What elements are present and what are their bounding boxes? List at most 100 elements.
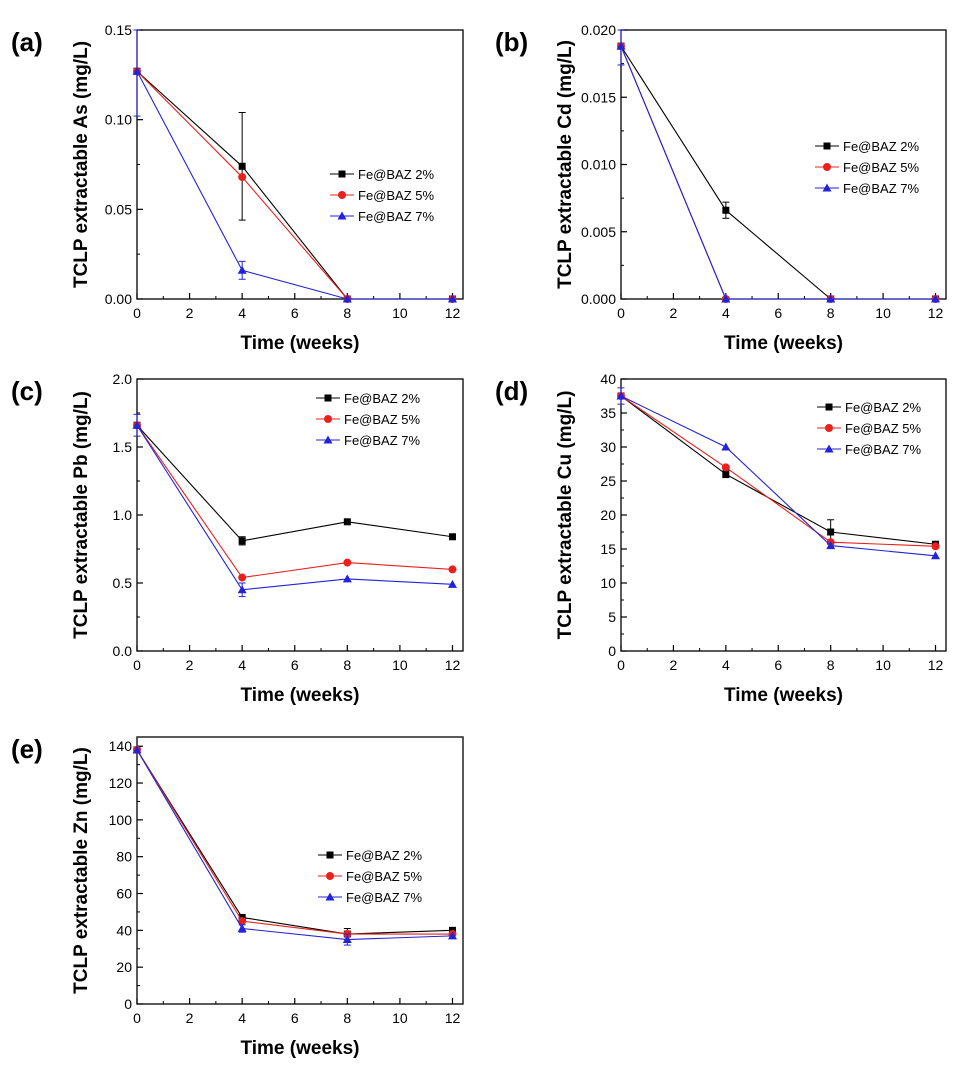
legend-marker [824, 444, 834, 453]
x-tick-label: 10 [392, 657, 408, 673]
chart-panel-2: 0 2 4 6 8 10 12 0.000 0.005 0.010 0.015 0.020 Time (… [495, 22, 947, 354]
legend-label: Fe@BAZ 5% [358, 188, 434, 203]
x-tick-label: 0 [617, 305, 625, 321]
legend-marker [324, 394, 332, 402]
legend-marker [326, 872, 334, 880]
data-point [238, 917, 247, 926]
x-axis-title: Time (weeks) [241, 1038, 360, 1059]
x-tick-label: 10 [875, 657, 891, 673]
data-point [447, 579, 457, 588]
x-tick-label: 6 [774, 305, 782, 321]
data-point [827, 528, 835, 536]
series-1 [617, 392, 940, 548]
series-3 [132, 745, 457, 946]
y-tick-label: 0.05 [105, 201, 132, 217]
data-point [343, 518, 351, 526]
legend-marker [324, 415, 332, 423]
y-tick-label: 5 [608, 609, 616, 625]
y-tick-label: 0.00 [105, 291, 132, 307]
data-point [238, 162, 246, 170]
data-point [721, 294, 731, 303]
data-point [343, 558, 352, 567]
x-tick-label: 4 [722, 305, 730, 321]
legend-label: Fe@BAZ 5% [344, 412, 420, 427]
x-tick-label: 2 [186, 1010, 194, 1026]
x-tick-label: 0 [133, 657, 141, 673]
data-point [616, 41, 626, 50]
x-tick-label: 0 [133, 1010, 141, 1026]
data-point [721, 463, 730, 472]
x-tick-label: 0 [133, 305, 141, 321]
y-tick-label: 10 [600, 575, 616, 591]
y-tick-label: 0.10 [105, 112, 132, 128]
plot-frame [136, 736, 464, 1005]
panel-label: (b) [495, 27, 528, 57]
legend-marker [338, 170, 346, 178]
x-tick-label: 8 [343, 1010, 351, 1026]
legend-label: Fe@BAZ 7% [845, 442, 921, 457]
x-tick-label: 12 [928, 305, 944, 321]
y-tick-label: 1.5 [113, 439, 133, 455]
y-tick-label: 1.0 [113, 507, 133, 523]
legend-marker [823, 163, 831, 171]
y-tick-label: 0.5 [113, 575, 133, 591]
series-line [136, 424, 453, 542]
series-line [620, 395, 936, 545]
y-tick-label: 0.15 [105, 22, 132, 38]
legend-marker [326, 851, 334, 859]
x-tick-label: 8 [343, 657, 351, 673]
data-point [722, 206, 730, 214]
legend-marker [337, 211, 347, 220]
x-tick-label: 6 [291, 657, 299, 673]
data-point [132, 745, 142, 754]
legend-label: Fe@BAZ 5% [346, 869, 422, 884]
data-point [931, 294, 941, 303]
data-point [238, 573, 247, 582]
legend: Fe@BAZ 2% Fe@BAZ 5% Fe@BAZ 7% [817, 400, 921, 457]
series-line [620, 395, 936, 547]
y-tick-label: 120 [109, 775, 133, 791]
y-tick-label: 25 [600, 473, 616, 489]
series-2 [617, 392, 940, 551]
legend: Fe@BAZ 2% Fe@BAZ 5% Fe@BAZ 7% [815, 139, 919, 196]
data-point [931, 551, 941, 560]
y-tick-label: 0 [124, 996, 132, 1012]
series-line [136, 70, 453, 300]
y-tick-label: 15 [600, 541, 616, 557]
chart-panel-4: 0 2 4 6 8 10 12 0 5 10 15 20 25 30 35 40 Time (weeks) TCL… [495, 371, 947, 706]
y-tick-label: 30 [600, 439, 616, 455]
series-line [136, 749, 453, 941]
series-3 [132, 29, 457, 303]
series-line [620, 45, 936, 300]
x-tick-label: 6 [291, 1010, 299, 1026]
legend-label: Fe@BAZ 7% [346, 890, 422, 905]
panel-label: (c) [11, 376, 43, 406]
x-tick-label: 12 [928, 657, 944, 673]
y-tick-label: 0.005 [581, 224, 616, 240]
legend-label: Fe@BAZ 5% [845, 421, 921, 436]
y-tick-label: 0.010 [581, 157, 616, 173]
series-line [136, 424, 453, 591]
x-tick-label: 12 [445, 1010, 461, 1026]
y-tick-label: 40 [600, 371, 616, 387]
y-tick-label: 20 [600, 507, 616, 523]
y-tick-label: 140 [109, 738, 133, 754]
y-tick-label: 100 [109, 812, 133, 828]
x-tick-label: 10 [875, 305, 891, 321]
panel-label: (e) [11, 734, 43, 764]
legend-label: Fe@BAZ 2% [843, 139, 919, 154]
legend-label: Fe@BAZ 2% [358, 167, 434, 182]
series-2 [133, 745, 457, 939]
y-axis-title: TCLP extractable Pb (mg/L) [71, 391, 92, 639]
data-point [342, 294, 352, 303]
x-tick-label: 0 [617, 657, 625, 673]
x-axis-title: Time (weeks) [724, 333, 843, 354]
data-point [447, 294, 457, 303]
series-3 [616, 387, 941, 560]
data-point [238, 537, 246, 545]
data-point [447, 931, 457, 940]
series-line [136, 424, 453, 579]
data-point [238, 173, 247, 182]
series-3 [132, 413, 457, 598]
